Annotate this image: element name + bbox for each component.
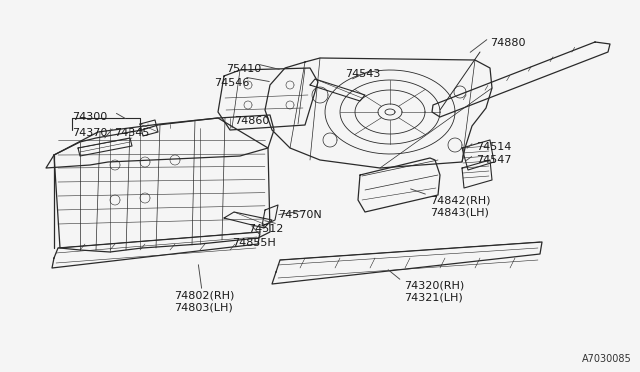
Text: 74547: 74547	[476, 155, 511, 165]
Text: 74546: 74546	[214, 78, 250, 88]
Text: 74842(RH): 74842(RH)	[430, 195, 490, 205]
Text: 74855H: 74855H	[232, 238, 276, 248]
Text: 74843(LH): 74843(LH)	[430, 207, 489, 217]
Text: 75410: 75410	[226, 64, 261, 74]
Text: 74370: 74370	[72, 128, 108, 138]
Text: 74802(RH): 74802(RH)	[174, 291, 234, 301]
Text: 74860: 74860	[234, 116, 269, 126]
Text: 74345: 74345	[114, 128, 149, 138]
Text: 74514: 74514	[476, 142, 511, 152]
Text: 74543: 74543	[345, 69, 380, 79]
Text: 74321(LH): 74321(LH)	[404, 293, 463, 303]
Text: 74570N: 74570N	[278, 210, 322, 220]
Text: 74320(RH): 74320(RH)	[404, 281, 464, 291]
Text: 74880: 74880	[490, 38, 525, 48]
Text: 74803(LH): 74803(LH)	[174, 303, 233, 313]
Text: 74300: 74300	[72, 112, 108, 122]
Text: A7030085: A7030085	[582, 354, 632, 364]
Text: 74512: 74512	[248, 224, 284, 234]
